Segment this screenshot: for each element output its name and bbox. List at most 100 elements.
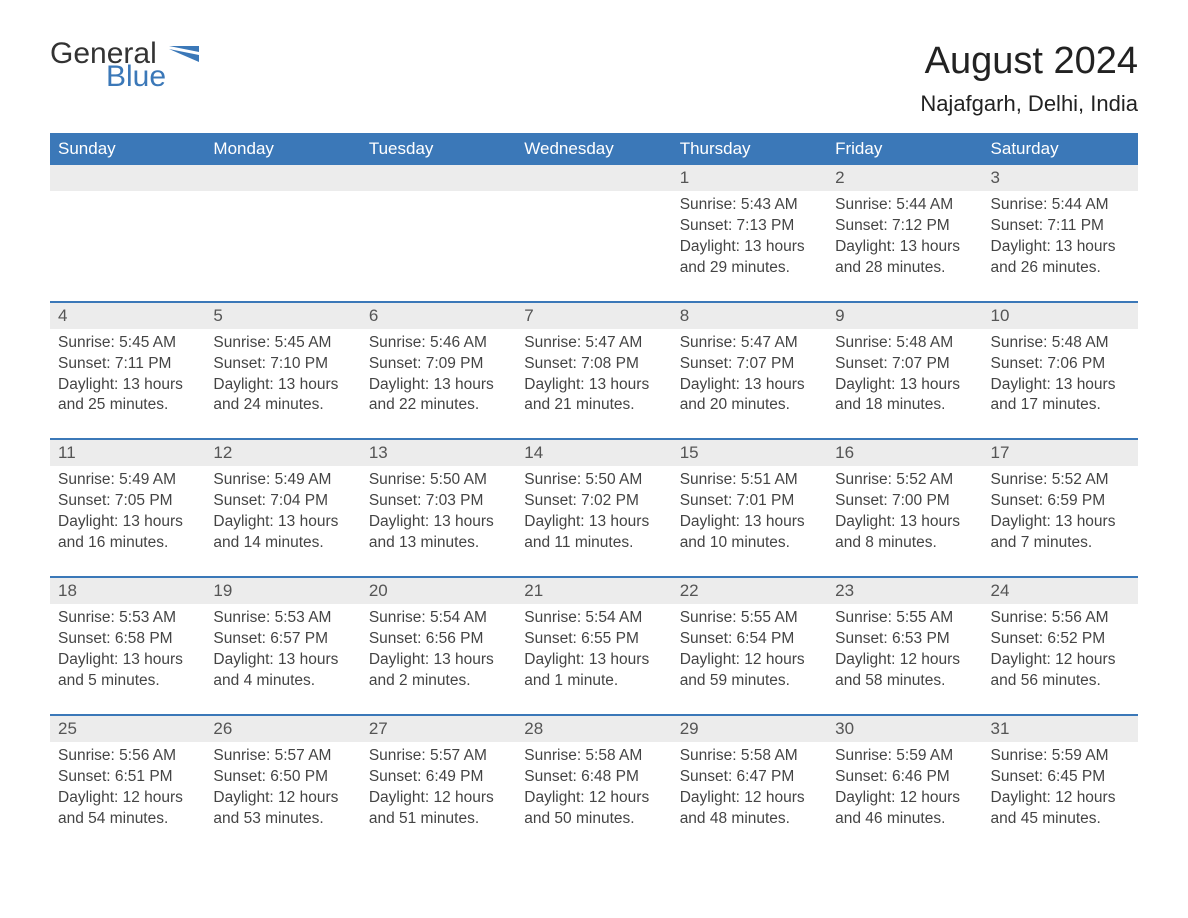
day-number: 30	[827, 716, 982, 742]
weekday-header: Tuesday	[361, 133, 516, 165]
day-details: Sunrise: 5:53 AMSunset: 6:58 PMDaylight:…	[50, 604, 205, 714]
calendar-cell: 2Sunrise: 5:44 AMSunset: 7:12 PMDaylight…	[827, 165, 982, 302]
day-details: Sunrise: 5:47 AMSunset: 7:07 PMDaylight:…	[672, 329, 827, 439]
day-details: Sunrise: 5:49 AMSunset: 7:05 PMDaylight:…	[50, 466, 205, 576]
day-number: 17	[983, 440, 1138, 466]
day-details: Sunrise: 5:46 AMSunset: 7:09 PMDaylight:…	[361, 329, 516, 439]
day-number: 19	[205, 578, 360, 604]
day-details: Sunrise: 5:52 AMSunset: 7:00 PMDaylight:…	[827, 466, 982, 576]
day-details: Sunrise: 5:44 AMSunset: 7:11 PMDaylight:…	[983, 191, 1138, 301]
calendar-cell: 9Sunrise: 5:48 AMSunset: 7:07 PMDaylight…	[827, 302, 982, 440]
day-details: Sunrise: 5:56 AMSunset: 6:51 PMDaylight:…	[50, 742, 205, 852]
weekday-header: Friday	[827, 133, 982, 165]
weekday-header: Wednesday	[516, 133, 671, 165]
day-number: 31	[983, 716, 1138, 742]
calendar-cell: 4Sunrise: 5:45 AMSunset: 7:11 PMDaylight…	[50, 302, 205, 440]
day-details: Sunrise: 5:58 AMSunset: 6:47 PMDaylight:…	[672, 742, 827, 852]
calendar-cell	[516, 165, 671, 302]
calendar-cell: 22Sunrise: 5:55 AMSunset: 6:54 PMDayligh…	[672, 577, 827, 715]
day-number: 20	[361, 578, 516, 604]
calendar-cell: 30Sunrise: 5:59 AMSunset: 6:46 PMDayligh…	[827, 715, 982, 852]
day-number: 23	[827, 578, 982, 604]
day-number: 26	[205, 716, 360, 742]
calendar-cell: 18Sunrise: 5:53 AMSunset: 6:58 PMDayligh…	[50, 577, 205, 715]
calendar-cell: 10Sunrise: 5:48 AMSunset: 7:06 PMDayligh…	[983, 302, 1138, 440]
logo-word2: Blue	[106, 63, 166, 90]
calendar-cell: 14Sunrise: 5:50 AMSunset: 7:02 PMDayligh…	[516, 439, 671, 577]
calendar-cell: 29Sunrise: 5:58 AMSunset: 6:47 PMDayligh…	[672, 715, 827, 852]
calendar-cell: 27Sunrise: 5:57 AMSunset: 6:49 PMDayligh…	[361, 715, 516, 852]
day-details: Sunrise: 5:47 AMSunset: 7:08 PMDaylight:…	[516, 329, 671, 439]
calendar-cell	[361, 165, 516, 302]
day-details: Sunrise: 5:44 AMSunset: 7:12 PMDaylight:…	[827, 191, 982, 301]
day-details: Sunrise: 5:54 AMSunset: 6:56 PMDaylight:…	[361, 604, 516, 714]
day-details: Sunrise: 5:59 AMSunset: 6:46 PMDaylight:…	[827, 742, 982, 852]
day-number: 12	[205, 440, 360, 466]
day-number: 18	[50, 578, 205, 604]
day-number: 4	[50, 303, 205, 329]
calendar-cell	[50, 165, 205, 302]
day-details: Sunrise: 5:48 AMSunset: 7:06 PMDaylight:…	[983, 329, 1138, 439]
weekday-header: Thursday	[672, 133, 827, 165]
day-number: 6	[361, 303, 516, 329]
day-details: Sunrise: 5:56 AMSunset: 6:52 PMDaylight:…	[983, 604, 1138, 714]
day-details: Sunrise: 5:43 AMSunset: 7:13 PMDaylight:…	[672, 191, 827, 301]
weekday-header: Sunday	[50, 133, 205, 165]
day-details: Sunrise: 5:45 AMSunset: 7:10 PMDaylight:…	[205, 329, 360, 439]
day-details: Sunrise: 5:55 AMSunset: 6:54 PMDaylight:…	[672, 604, 827, 714]
calendar-cell: 5Sunrise: 5:45 AMSunset: 7:10 PMDaylight…	[205, 302, 360, 440]
day-number: 9	[827, 303, 982, 329]
day-number: 22	[672, 578, 827, 604]
calendar-cell: 20Sunrise: 5:54 AMSunset: 6:56 PMDayligh…	[361, 577, 516, 715]
day-details: Sunrise: 5:57 AMSunset: 6:50 PMDaylight:…	[205, 742, 360, 852]
day-number: 27	[361, 716, 516, 742]
day-details: Sunrise: 5:57 AMSunset: 6:49 PMDaylight:…	[361, 742, 516, 852]
calendar-cell: 26Sunrise: 5:57 AMSunset: 6:50 PMDayligh…	[205, 715, 360, 852]
day-number: 8	[672, 303, 827, 329]
page-title: August 2024	[920, 40, 1138, 83]
weekday-header: Monday	[205, 133, 360, 165]
calendar-cell: 1Sunrise: 5:43 AMSunset: 7:13 PMDaylight…	[672, 165, 827, 302]
calendar-cell: 8Sunrise: 5:47 AMSunset: 7:07 PMDaylight…	[672, 302, 827, 440]
calendar-cell: 3Sunrise: 5:44 AMSunset: 7:11 PMDaylight…	[983, 165, 1138, 302]
day-number: 2	[827, 165, 982, 191]
day-number: 3	[983, 165, 1138, 191]
calendar-cell: 17Sunrise: 5:52 AMSunset: 6:59 PMDayligh…	[983, 439, 1138, 577]
calendar-cell: 28Sunrise: 5:58 AMSunset: 6:48 PMDayligh…	[516, 715, 671, 852]
location-text: Najafgarh, Delhi, India	[920, 91, 1138, 117]
day-details: Sunrise: 5:55 AMSunset: 6:53 PMDaylight:…	[827, 604, 982, 714]
calendar-cell: 21Sunrise: 5:54 AMSunset: 6:55 PMDayligh…	[516, 577, 671, 715]
day-details: Sunrise: 5:59 AMSunset: 6:45 PMDaylight:…	[983, 742, 1138, 852]
day-number: 28	[516, 716, 671, 742]
day-details: Sunrise: 5:48 AMSunset: 7:07 PMDaylight:…	[827, 329, 982, 439]
day-number: 13	[361, 440, 516, 466]
day-number: 15	[672, 440, 827, 466]
calendar-cell: 31Sunrise: 5:59 AMSunset: 6:45 PMDayligh…	[983, 715, 1138, 852]
calendar-cell: 19Sunrise: 5:53 AMSunset: 6:57 PMDayligh…	[205, 577, 360, 715]
flag-icon	[169, 46, 199, 68]
weekday-header: Saturday	[983, 133, 1138, 165]
calendar-cell: 7Sunrise: 5:47 AMSunset: 7:08 PMDaylight…	[516, 302, 671, 440]
day-number: 21	[516, 578, 671, 604]
day-details: Sunrise: 5:50 AMSunset: 7:03 PMDaylight:…	[361, 466, 516, 576]
calendar-cell: 15Sunrise: 5:51 AMSunset: 7:01 PMDayligh…	[672, 439, 827, 577]
day-details: Sunrise: 5:50 AMSunset: 7:02 PMDaylight:…	[516, 466, 671, 576]
day-number: 10	[983, 303, 1138, 329]
day-details: Sunrise: 5:54 AMSunset: 6:55 PMDaylight:…	[516, 604, 671, 714]
calendar-cell: 13Sunrise: 5:50 AMSunset: 7:03 PMDayligh…	[361, 439, 516, 577]
calendar-cell: 12Sunrise: 5:49 AMSunset: 7:04 PMDayligh…	[205, 439, 360, 577]
day-details: Sunrise: 5:52 AMSunset: 6:59 PMDaylight:…	[983, 466, 1138, 576]
calendar-cell: 16Sunrise: 5:52 AMSunset: 7:00 PMDayligh…	[827, 439, 982, 577]
calendar-table: SundayMondayTuesdayWednesdayThursdayFrid…	[50, 133, 1138, 851]
logo: General Blue	[50, 40, 199, 90]
calendar-cell: 6Sunrise: 5:46 AMSunset: 7:09 PMDaylight…	[361, 302, 516, 440]
day-details: Sunrise: 5:45 AMSunset: 7:11 PMDaylight:…	[50, 329, 205, 439]
day-number: 11	[50, 440, 205, 466]
day-details: Sunrise: 5:58 AMSunset: 6:48 PMDaylight:…	[516, 742, 671, 852]
day-number: 25	[50, 716, 205, 742]
day-number: 14	[516, 440, 671, 466]
day-number: 5	[205, 303, 360, 329]
calendar-cell: 25Sunrise: 5:56 AMSunset: 6:51 PMDayligh…	[50, 715, 205, 852]
day-number: 1	[672, 165, 827, 191]
calendar-cell: 24Sunrise: 5:56 AMSunset: 6:52 PMDayligh…	[983, 577, 1138, 715]
